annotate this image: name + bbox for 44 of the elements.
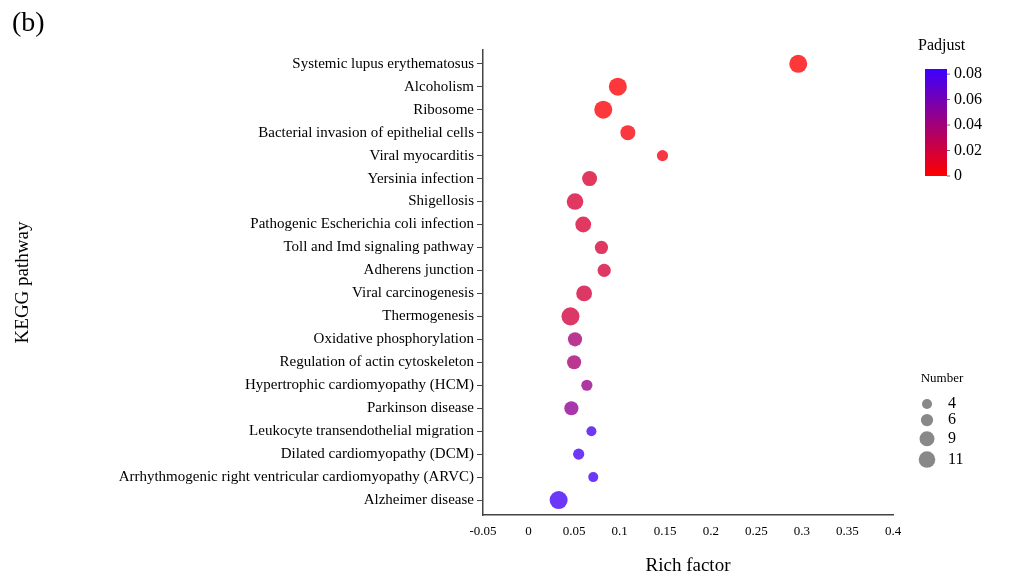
x-tick-label: 0.3 <box>793 523 811 539</box>
x-tick-label: 0.35 <box>836 523 859 539</box>
legend-label: 11 <box>948 449 964 467</box>
x-axis-title: Rich factor <box>645 553 732 575</box>
y-tick-label: Yersinia infection <box>367 169 475 186</box>
x-tick-label: -0.05 <box>469 523 497 539</box>
y-tick-label: Alcoholism <box>404 77 475 94</box>
y-tick-label: Bacterial invasion of epithelial cells <box>258 123 475 140</box>
x-tick-label: 0.2 <box>702 523 719 539</box>
y-axis-title: KEGG pathway <box>11 221 33 344</box>
y-tick-label: Dilated cardiomyopathy (DCM) <box>280 445 474 463</box>
legend-label: 4 <box>948 394 956 412</box>
text: (b) <box>12 6 45 38</box>
y-tick-label: Regulation of actin cytoskeleton <box>279 353 475 370</box>
color-bar-label: 0 <box>954 166 962 184</box>
y-tick-label: Thermogenesis <box>382 307 475 324</box>
legend-title: Number <box>920 370 964 386</box>
color-bar-title: Padjust <box>918 36 966 55</box>
x-tick-label: 0.05 <box>562 523 586 539</box>
y-tick-label: Systemic lupus erythematosus <box>292 54 475 71</box>
color-bar-label: 0.06 <box>954 89 982 107</box>
y-tick-label: Leukocyte transendothelial migration <box>249 422 475 439</box>
x-tick-label: 0.1 <box>611 523 628 539</box>
y-tick-label: Shigellosis <box>408 192 475 209</box>
y-tick-label: Ribosome <box>413 100 475 117</box>
color-bar-label: 0.04 <box>954 115 982 133</box>
legend-label: 6 <box>948 410 956 428</box>
y-tick-label: Oxidative phosphorylation <box>313 330 475 347</box>
color-bar-label: 0.08 <box>954 64 982 82</box>
y-tick-label: Alzheimer disease <box>363 491 475 508</box>
y-tick-label: Arrhythmogenic right ventricular cardiomyopathy (ARVC) <box>118 468 474 486</box>
y-tick-label: Hypertrophic cardiomyopathy (HCM) <box>244 376 474 394</box>
y-tick-label: Viral carcinogenesis <box>352 284 475 301</box>
y-tick-label: Toll and Imd signaling pathway <box>283 238 475 255</box>
y-tick-label: Adherens junction <box>363 261 475 278</box>
y-tick-label: Pathogenic Escherichia coli infection <box>250 215 475 232</box>
color-bar-label: 0.02 <box>954 140 982 158</box>
y-tick-label: Viral myocarditis <box>369 146 475 163</box>
legend-label: 9 <box>948 428 956 446</box>
x-tick-label: 0 <box>525 523 532 539</box>
x-tick-label: 0.25 <box>744 523 768 539</box>
x-tick-label: 0.4 <box>884 523 902 539</box>
x-tick-label: 0.15 <box>653 523 677 539</box>
y-tick-label: Parkinson disease <box>366 399 475 416</box>
